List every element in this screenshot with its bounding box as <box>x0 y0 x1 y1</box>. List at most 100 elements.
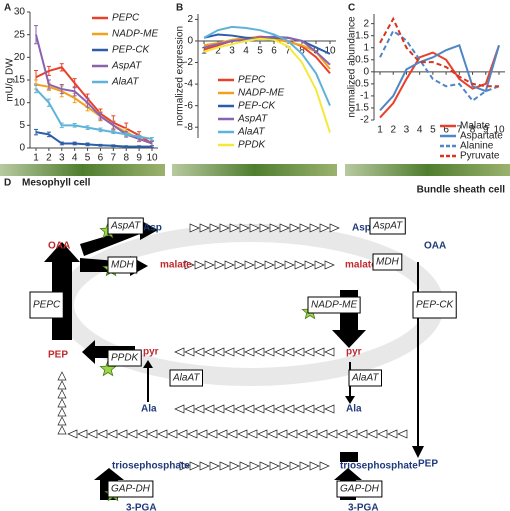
error-bar <box>111 130 116 134</box>
transport-arrow <box>294 260 305 270</box>
error-bar <box>46 131 51 138</box>
error-bar <box>59 84 64 95</box>
transport-arrow <box>194 347 205 357</box>
transport-arrow <box>239 223 250 233</box>
transport-arrow <box>307 429 318 439</box>
y-tick-label: 0 <box>363 66 369 77</box>
transport-arrow <box>184 404 195 414</box>
transport-arrow <box>337 429 348 439</box>
transport-arrow <box>189 223 200 233</box>
series-line <box>379 44 500 112</box>
transport-arrow <box>377 429 388 439</box>
transport-arrow <box>304 404 315 414</box>
transport-arrow <box>327 429 338 439</box>
metabolite: pyr <box>346 347 362 358</box>
legend-label: AlaAT <box>111 77 139 88</box>
transport-arrow <box>57 416 67 426</box>
x-tick-label: 9 <box>483 125 489 136</box>
y-tick-label: -1 <box>360 91 369 102</box>
enzyme-box <box>29 291 64 319</box>
transport-arrow <box>277 429 288 439</box>
enzyme-box <box>336 480 383 498</box>
y-tick-label: 25 <box>14 29 26 40</box>
error-bar <box>124 145 129 149</box>
transport-arrow <box>207 429 218 439</box>
transport-arrow <box>269 223 280 233</box>
transport-arrow <box>67 429 78 439</box>
y-tick-label: -8 <box>184 122 193 133</box>
error-bar <box>72 141 77 146</box>
transport-arrow <box>279 461 290 471</box>
enzyme-label: AlaAT <box>351 373 379 384</box>
enzyme-box <box>412 291 457 319</box>
legend-label: PEPC <box>112 13 140 24</box>
enzyme-box <box>169 369 203 387</box>
leaf-image <box>172 164 337 176</box>
x-tick-label: 7 <box>457 125 463 136</box>
transport-arrow <box>57 407 67 417</box>
legend-label: AspAT <box>111 61 142 72</box>
metabolite: PEP <box>48 350 68 361</box>
transport-arrow <box>157 429 168 439</box>
error-bar <box>98 127 103 133</box>
error-bar <box>150 137 154 141</box>
enzyme-box <box>107 217 144 235</box>
transport-arrow <box>254 347 265 357</box>
y-tick-label: 20 <box>14 52 26 63</box>
error-bar <box>124 132 129 137</box>
error-bar <box>59 63 64 72</box>
transport-arrow <box>244 347 255 357</box>
x-tick-label: 6 <box>443 125 449 136</box>
transport-arrow <box>244 260 255 270</box>
x-tick-label: 3 <box>59 153 65 164</box>
legend-label: NADP-ME <box>238 88 284 99</box>
transport-arrow <box>194 260 205 270</box>
series-line <box>35 88 153 140</box>
panel-label: B <box>176 3 183 14</box>
arrow-heads <box>143 360 424 458</box>
series-line <box>203 33 331 55</box>
transport-arrow <box>249 461 260 471</box>
enzyme-box <box>107 349 142 367</box>
metabolite: pyr <box>143 347 159 358</box>
error-bar <box>137 145 142 149</box>
transport-arrow <box>57 380 67 390</box>
transport-arrow <box>177 429 188 439</box>
transport-arrow <box>204 404 215 414</box>
transport-arrow <box>254 404 265 414</box>
enzyme-box <box>348 369 382 387</box>
panel-label: D <box>4 178 11 189</box>
transport-arrow <box>229 461 240 471</box>
y-tick-label: 10 <box>14 97 26 108</box>
transport-arrow <box>194 404 205 414</box>
metabolite: PEP <box>418 459 438 470</box>
transport-arrow <box>314 347 325 357</box>
series-line <box>379 16 499 88</box>
transport-arrow <box>189 461 200 471</box>
x-tick-label: 10 <box>493 125 505 136</box>
error-bar <box>150 140 154 147</box>
transport-arrow <box>319 223 330 233</box>
enzyme-label: AspAT <box>372 221 403 232</box>
transport-arrow <box>304 347 315 357</box>
transport-arrow <box>229 223 240 233</box>
x-tick-label: 2 <box>46 153 52 164</box>
error-bar <box>34 128 38 136</box>
transport-arrow <box>247 429 258 439</box>
x-tick-label: 2 <box>390 125 396 136</box>
transport-arrow <box>57 398 67 408</box>
transport-arrow <box>249 223 260 233</box>
x-tick-label: 8 <box>299 46 305 57</box>
transport-arrow <box>387 429 398 439</box>
enzyme-box <box>372 253 403 271</box>
x-tick-label: 8 <box>470 125 476 136</box>
legend-label: PEPC <box>238 75 266 86</box>
y-tick-label: -0.5 <box>352 79 370 90</box>
legend-label: PPDK <box>238 140 267 151</box>
transport-arrow <box>264 347 275 357</box>
transport-arrow <box>167 429 178 439</box>
transport-arrow <box>239 461 250 471</box>
transport-arrow <box>264 404 275 414</box>
enzyme-box <box>369 217 406 235</box>
error-bar <box>85 97 90 108</box>
